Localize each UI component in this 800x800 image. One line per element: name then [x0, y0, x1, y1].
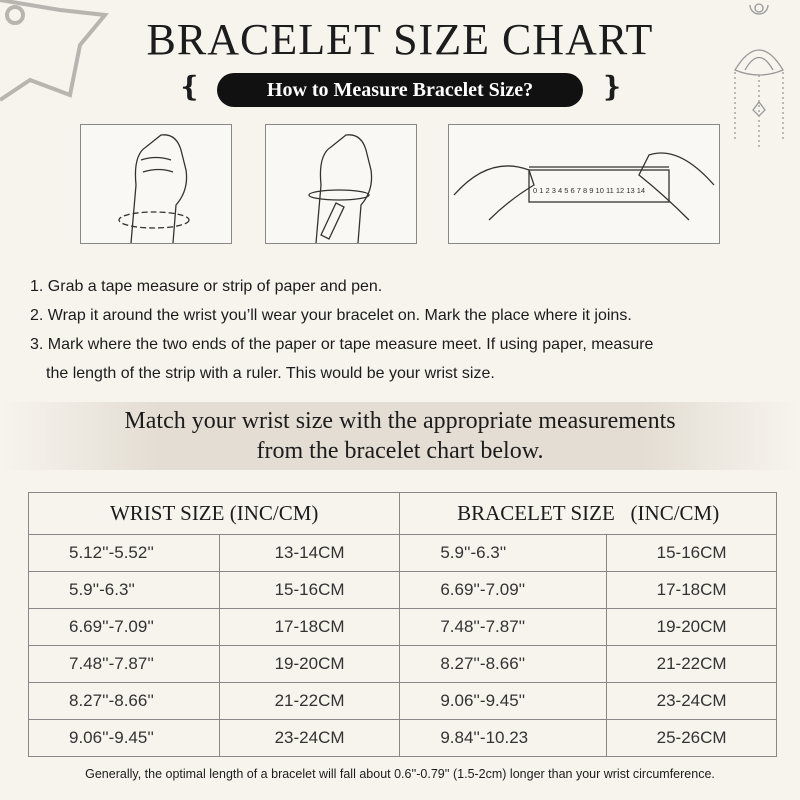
flourish-left-icon: ❴: [178, 70, 202, 103]
ruler-icon: 0 1 2 3 4 5 6 7 8 9 10 11 12 13 14: [453, 152, 715, 221]
hand-icon: [118, 134, 190, 244]
instructions: 1. Grab a tape measure or strip of paper…: [30, 272, 790, 388]
mandala-flower-icon: [0, 0, 109, 102]
bracelet-cm: 15-16CM: [606, 534, 777, 572]
wrist-inches: 5.12''-5.52'': [28, 534, 220, 572]
table-row: 6.69''-7.09'' 17-18CM 7.48''-7.87'' 19-20CM: [28, 608, 777, 646]
banner-line-1: Match your wrist size with the appropria…: [124, 408, 676, 434]
footnote: Generally, the optimal length of a brace…: [85, 767, 715, 781]
subtitle-pill: How to Measure Bracelet Size?: [217, 73, 583, 107]
lotus-moon-icon: [734, 3, 784, 150]
page-title: BRACELET SIZE CHART: [146, 15, 654, 64]
bracelet-cm: 17-18CM: [606, 571, 777, 609]
bracelet-inches: 7.48''-7.87'': [399, 608, 608, 646]
wrist-inches: 9.06''-9.45'': [28, 719, 220, 757]
wrist-cm: 19-20CM: [218, 645, 401, 683]
header-bracelet-size: BRACELET SIZE (INC/CM): [399, 492, 777, 535]
table-row: 9.06''-9.45'' 23-24CM 9.84''-10.23 25-26CM: [28, 719, 777, 757]
wrist-inches: 8.27''-8.66'': [28, 682, 220, 720]
wrist-cm: 13-14CM: [218, 534, 401, 572]
step-3-cont: the length of the strip with a ruler. Th…: [46, 365, 495, 382]
size-table: WRIST SIZE (INC/CM) BRACELET SIZE (INC/C…: [27, 492, 777, 757]
wrist-cm: 15-16CM: [218, 571, 401, 609]
table-row: 7.48''-7.87'' 19-20CM 8.27''-8.66'' 21-22CM: [28, 645, 777, 683]
illustration-wrist-pen: [265, 124, 417, 244]
bracelet-inches: 8.27''-8.66'': [399, 645, 608, 683]
wrist-inches: 7.48''-7.87'': [28, 645, 220, 683]
bracelet-cm: 25-26CM: [606, 719, 777, 757]
pen-mark-icon: [308, 134, 373, 244]
bracelet-inches: 9.06''-9.45'': [399, 682, 608, 720]
wrist-cm: 23-24CM: [218, 719, 401, 757]
table-row: 5.12''-5.52'' 13-14CM 5.9''-6.3'' 15-16CM: [28, 534, 777, 572]
illustration-wrist-hand: [80, 124, 232, 244]
flourish-right-icon: ❵: [600, 70, 624, 103]
match-banner: Match your wrist size with the appropria…: [0, 402, 800, 470]
bracelet-cm: 23-24CM: [606, 682, 777, 720]
step-3: 3. Mark where the two ends of the paper …: [30, 336, 654, 353]
bracelet-cm: 19-20CM: [606, 608, 777, 646]
wrist-inches: 6.69''-7.09'': [28, 608, 220, 646]
bracelet-inches: 6.69''-7.09'': [399, 571, 608, 609]
illustration-ruler: 0 1 2 3 4 5 6 7 8 9 10 11 12 13 14: [448, 124, 720, 244]
bracelet-inches: 9.84''-10.23: [399, 719, 608, 757]
bracelet-inches: 5.9''-6.3'': [399, 534, 608, 572]
wrist-inches: 5.9''-6.3'': [28, 571, 220, 609]
header-wrist-size: WRIST SIZE (INC/CM): [27, 492, 401, 535]
table-header: WRIST SIZE (INC/CM) BRACELET SIZE (INC/C…: [27, 492, 777, 535]
banner-line-2: from the bracelet chart below.: [256, 438, 544, 464]
ruler-numbers: 0 1 2 3 4 5 6 7 8 9 10 11 12 13 14: [533, 186, 645, 195]
wrist-cm: 17-18CM: [218, 608, 401, 646]
wrist-cm: 21-22CM: [218, 682, 401, 720]
step-2: 2. Wrap it around the wrist you’ll wear …: [30, 307, 632, 324]
table-row: 8.27''-8.66'' 21-22CM 9.06''-9.45'' 23-24CM: [28, 682, 777, 720]
bracelet-cm: 21-22CM: [606, 645, 777, 683]
step-1: 1. Grab a tape measure or strip of paper…: [30, 278, 383, 295]
table-row: 5.9''-6.3'' 15-16CM 6.69''-7.09'' 17-18CM: [28, 571, 777, 609]
